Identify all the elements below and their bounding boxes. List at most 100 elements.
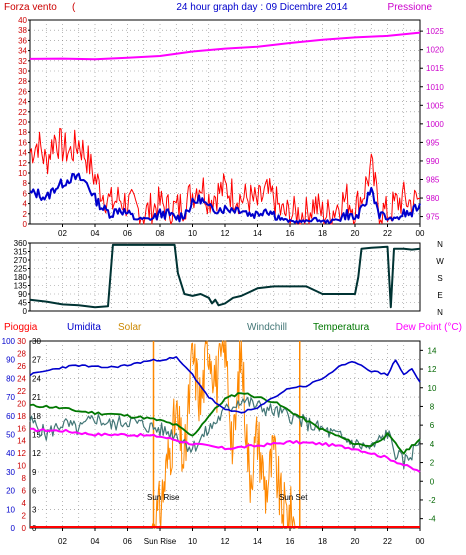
panel3-x-tick-label: 02 [58,537,67,546]
panel3-x-tick-label: 12 [221,537,230,546]
panel3-x-tick-label: 20 [351,537,360,546]
wind-tick-label: 10 [18,169,27,178]
pressure-tick-label: 980 [426,194,440,203]
direction-tick-label: 45 [18,299,27,308]
wind-tick-label: 26 [18,87,27,96]
humidity-tick-label: 80 [6,374,15,383]
panel3-x-tick-label: 00 [416,537,425,546]
humidity-tick-label: 70 [6,393,15,402]
solar-tick-label: 21 [32,393,41,402]
solar-tick-label: 3 [32,505,37,514]
page-title: 24 hour graph day : 09 Dicembre 2014 [176,2,348,13]
rain-tick-label: 12 [17,449,26,458]
compass-label-w: W [436,257,444,266]
temperature-tick-label: 0 [430,477,435,486]
panel1-x-tick-label: 02 [58,229,67,238]
wind-tick-label: 0 [23,220,28,229]
wind-tick-label: 16 [18,138,27,147]
wind-tick-label: 22 [18,108,27,117]
panel1-x-tick-label: 20 [351,229,360,238]
humidity-tick-label: 30 [6,468,15,477]
wind-axis-unit: ( [72,2,76,13]
rain-tick-label: 2 [22,512,27,521]
wind-tick-label: 34 [18,47,27,56]
solar-tick-label: 9 [32,468,37,477]
humidity-tick-label: 50 [6,431,15,440]
compass-label-e: E [437,291,442,300]
panel1-x-tick-label: 12 [221,229,230,238]
temperature-tick-label: 8 [430,402,435,411]
wind-axis-title: Forza vento [4,2,57,13]
panel3-x-tick-label: 18 [318,537,327,546]
legend-umidita: Umidita [67,322,101,333]
direction-tick-label: 315 [14,248,28,257]
temperature-tick-label: 14 [428,346,437,355]
humidity-tick-label: 60 [6,412,15,421]
dewpoint-series-line [30,427,421,473]
direction-tick-label: 270 [14,256,28,265]
wind-tick-label: 8 [23,179,28,188]
wind-tick-label: 32 [18,57,27,66]
panel3-x-tick-label: 22 [383,537,392,546]
temperature-series-line [29,392,421,455]
rain-tick-label: 26 [17,362,26,371]
wind-series-line [29,127,421,225]
wind-tick-label: 4 [23,200,28,209]
direction-tick-label: 225 [14,265,28,274]
temperature-tick-label: -2 [428,496,436,505]
solar-tick-label: 27 [32,356,41,365]
panel3-x-tick-label: 06 [123,537,132,546]
pressure-tick-label: 1020 [426,46,444,55]
humidity-tick-label: 20 [6,487,15,496]
wind-tick-label: 2 [23,210,28,219]
direction-tick-label: 135 [14,282,28,291]
rain-tick-label: 20 [17,399,26,408]
solar-tick-label: 12 [32,449,41,458]
panel1-x-tick-label: 10 [188,229,197,238]
solar-tick-label: 18 [32,412,41,421]
panel3-x-tick-label: 16 [286,537,295,546]
humidity-tick-label: 100 [2,337,16,346]
rain-tick-label: 14 [17,437,26,446]
wind-tick-label: 6 [23,189,28,198]
rain-tick-label: 16 [17,424,26,433]
legend-windchill: Windchill [247,322,287,333]
wind-tick-label: 38 [18,26,27,35]
pressure-tick-label: 985 [426,175,440,184]
temperature-tick-label: -4 [428,515,436,524]
panel3-x-tick-label: 10 [188,537,197,546]
temperature-tick-label: 6 [430,421,435,430]
direction-tick-label: 0 [23,307,28,316]
rain-tick-label: 10 [17,462,26,471]
legend-solar: Solar [118,322,142,333]
rain-tick-label: 28 [17,349,26,358]
pressure-series-line [29,31,421,61]
solar-tick-label: 0 [32,524,37,533]
humidity-tick-label: 0 [11,524,16,533]
panel3-x-tick-label: Sun Rise [144,537,177,546]
wind-avg-series-line [29,172,421,224]
rain-tick-label: 4 [22,499,27,508]
direction-tick-label: 360 [14,239,28,248]
direction-series-line [29,243,421,309]
wind-tick-label: 30 [18,67,27,76]
panel1-x-tick-label: 00 [416,229,425,238]
pressure-tick-label: 1015 [426,64,444,73]
panel3-x-tick-label: 14 [253,537,262,546]
pressure-tick-label: 1025 [426,27,444,36]
sunrise-label: Sun Rise [147,493,180,502]
pressure-tick-label: 1005 [426,101,444,110]
humidity-tick-label: 90 [6,356,15,365]
compass-label-n: N [437,308,443,317]
pressure-tick-label: 990 [426,157,440,166]
rain-tick-label: 8 [22,474,27,483]
wind-tick-label: 24 [18,98,27,107]
pressure-tick-label: 995 [426,138,440,147]
sunset-label: Sun Set [279,493,308,502]
direction-tick-label: 180 [14,273,28,282]
compass-label-s: S [437,274,442,283]
panel1-x-tick-label: 22 [383,229,392,238]
rain-tick-label: 18 [17,412,26,421]
